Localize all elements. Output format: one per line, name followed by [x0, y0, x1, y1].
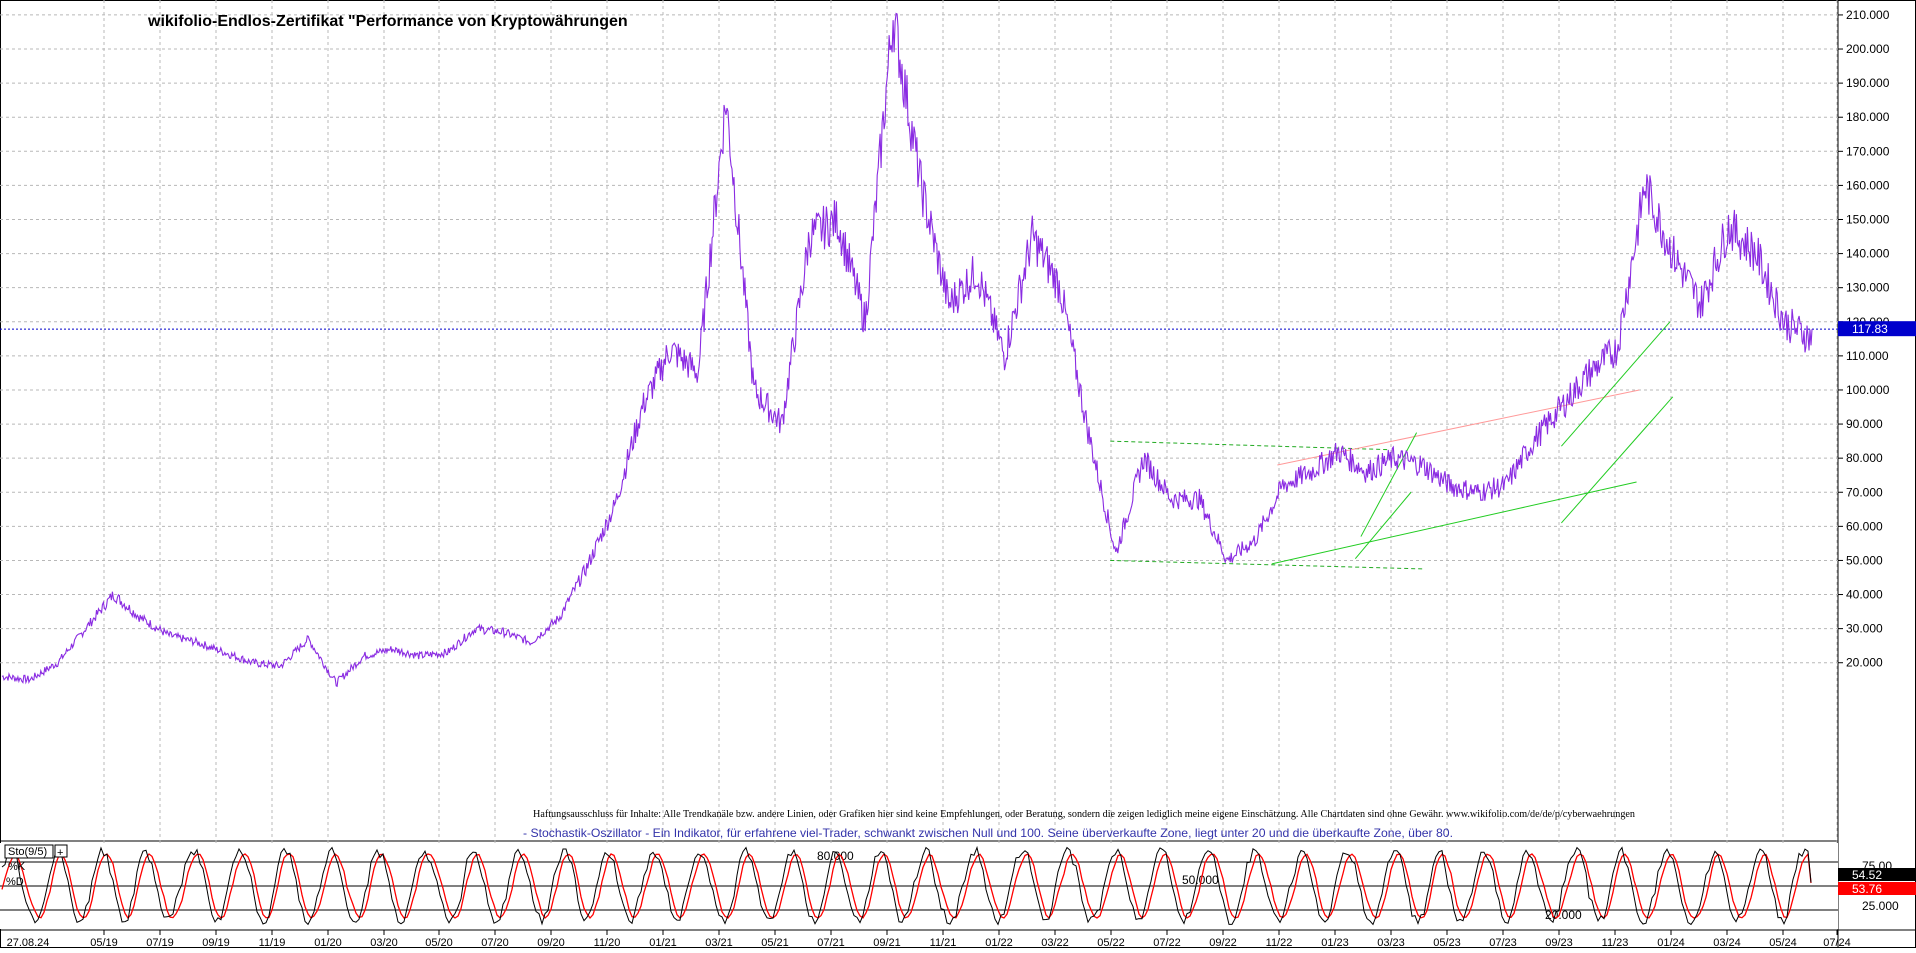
y-tick-label: 200.000 — [1846, 42, 1890, 56]
y-tick-label: 130.000 — [1846, 281, 1890, 295]
x-tick-label: 01/21 — [649, 937, 677, 948]
x-tick-label: 07/23 — [1489, 937, 1517, 948]
channel-upper-short — [1360, 432, 1418, 537]
x-tick-label: 01/24 — [1657, 937, 1685, 948]
x-tick-label: 05/22 — [1097, 937, 1125, 948]
stoch-k-line — [1, 845, 1812, 926]
x-tick-label: 03/24 — [1713, 937, 1741, 948]
x-tick-label: 09/20 — [537, 937, 565, 948]
axes: 20.000 30.000 40.000 50.000 60.000 70.000 80.0… — [7, 8, 1916, 949]
y-tick-label: 100.000 — [1846, 383, 1890, 397]
y-tick-label: 30.000 — [1846, 622, 1883, 636]
y-tick-label: 70.000 — [1846, 485, 1883, 499]
y-tick-label: 90.000 — [1846, 417, 1883, 431]
rising-trendline — [1271, 481, 1637, 565]
price-series — [1, 12, 1813, 688]
x-tick-label: 01/23 — [1321, 937, 1349, 948]
y-tick-label: 110.000 — [1846, 349, 1889, 363]
expand-plus-icon: + — [57, 847, 63, 859]
x-tick-label: 05/19 — [90, 937, 118, 948]
x-tick-label: 11/23 — [1602, 937, 1629, 948]
x-tick-label: 09/22 — [1209, 937, 1237, 948]
y-tick-label: 180.000 — [1846, 110, 1890, 124]
x-tick-label: 03/23 — [1377, 937, 1405, 948]
y-tick-label: 150.000 — [1846, 212, 1890, 226]
trendlines — [0, 321, 1838, 570]
legend-k: %K — [8, 861, 26, 873]
y-tick-label: 40.000 — [1846, 588, 1883, 602]
y-tick-label: 160.000 — [1846, 178, 1890, 192]
x-tick-label: 11/21 — [930, 937, 957, 948]
x-tick-label: 11/19 — [259, 937, 286, 948]
channel-lower-short — [1354, 491, 1412, 560]
legend-d: %D — [6, 876, 24, 888]
y-tick-label: 190.000 — [1846, 76, 1890, 90]
y-tick-label: 140.000 — [1846, 247, 1890, 261]
x-tick-label: 27.08.24 — [7, 937, 50, 948]
indicator-label: Sto(9/5) — [8, 846, 47, 858]
x-tick-label: 09/21 — [873, 937, 901, 948]
x-tick-label: 01/22 — [985, 937, 1013, 948]
stochastic-note: - Stochastik-Oszillator - Ein Indikator,… — [523, 826, 1453, 840]
x-tick-label: 11/20 — [594, 937, 621, 948]
y-tick-label: 60.000 — [1846, 519, 1883, 533]
stochastic-panel: 20.00050.00080.00075.0025.00054.5253.76S… — [0, 843, 1916, 929]
x-tick-label: 09/23 — [1545, 937, 1573, 948]
d-value-label: 53.76 — [1852, 882, 1882, 896]
stoch-level-label: 80.000 — [817, 849, 854, 863]
support-line — [1110, 559, 1425, 570]
x-tick-label: 05/21 — [761, 937, 789, 948]
y-tick-label: 20.000 — [1846, 656, 1883, 670]
x-tick-label: 07/19 — [146, 937, 174, 948]
x-tick-label: 03/21 — [705, 937, 733, 948]
y-tick-label: 50.000 — [1846, 553, 1883, 567]
expand-box — [54, 844, 68, 858]
y-tick-label: 210.000 — [1846, 8, 1890, 22]
x-tick-label: 07/21 — [817, 937, 845, 948]
x-tick-label: 03/20 — [370, 937, 398, 948]
x-tick-label: 09/19 — [202, 937, 230, 948]
chart-title: wikifolio-Endlos-Zertifikat "Performance… — [147, 13, 628, 30]
price-line — [1, 12, 1813, 688]
x-tick-label: 05/24 — [1769, 937, 1797, 948]
x-tick-label: 07/22 — [1153, 937, 1181, 948]
current-value-label: 117.83 — [1852, 322, 1888, 336]
x-tick-label: 03/22 — [1041, 937, 1069, 948]
x-tick-label: 07/24 — [1823, 937, 1851, 948]
y-tick-label: 80.000 — [1846, 451, 1883, 465]
stoch-y-label: 25.000 — [1862, 899, 1899, 913]
x-tick-label: 05/23 — [1433, 937, 1461, 948]
indicator-label-box — [4, 844, 54, 859]
k-value-label: 54.52 — [1852, 868, 1882, 882]
k-value-badge — [1838, 868, 1916, 881]
x-tick-label: 07/20 — [481, 937, 509, 948]
current-value-badge — [1838, 321, 1916, 337]
d-value-badge — [1838, 882, 1916, 895]
disclaimer-text: Haftungsausschluss für Inhalte: Alle Tre… — [533, 809, 1635, 820]
channel-lower-long — [1561, 396, 1674, 524]
y-tick-label: 170.000 — [1846, 144, 1890, 158]
x-tick-label: 05/20 — [425, 937, 453, 948]
resistance-line — [1110, 440, 1389, 451]
stoch-level-label: 50.000 — [1182, 873, 1219, 887]
x-tick-label: 11/22 — [1266, 937, 1293, 948]
x-tick-label: 01/20 — [314, 937, 342, 948]
channel-upper-long — [1561, 321, 1671, 447]
